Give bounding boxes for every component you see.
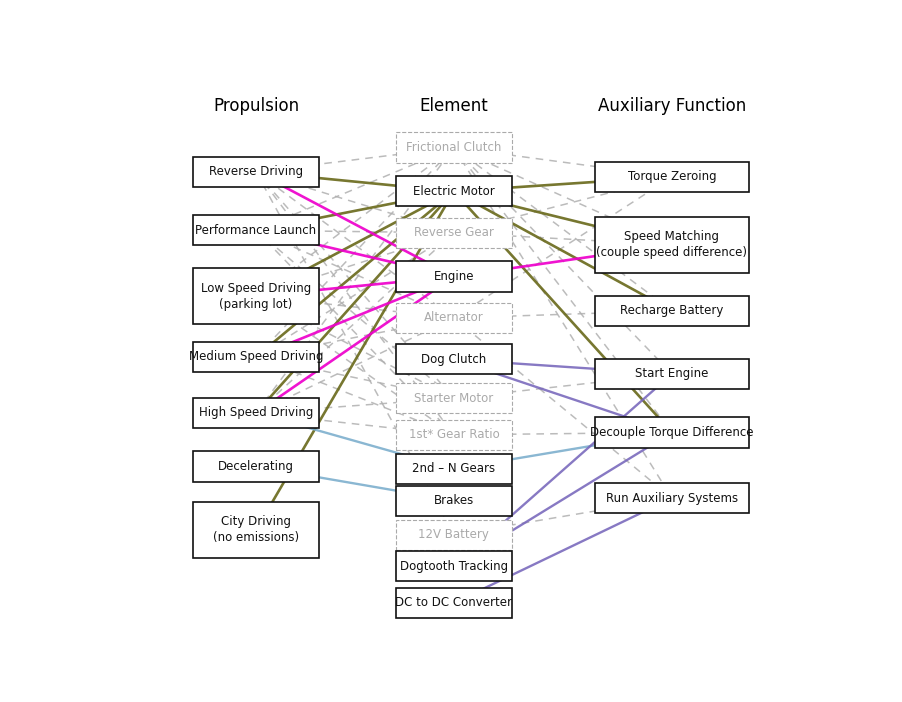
FancyBboxPatch shape <box>193 398 319 428</box>
Text: 12V Battery: 12V Battery <box>419 528 489 541</box>
FancyBboxPatch shape <box>396 420 511 450</box>
FancyBboxPatch shape <box>396 176 511 206</box>
Text: Speed Matching
(couple speed difference): Speed Matching (couple speed difference) <box>596 230 748 260</box>
Text: Low Speed Driving
(parking lot): Low Speed Driving (parking lot) <box>201 282 311 310</box>
FancyBboxPatch shape <box>396 588 511 618</box>
Text: Brakes: Brakes <box>434 494 474 507</box>
Text: Performance Launch: Performance Launch <box>196 224 317 237</box>
FancyBboxPatch shape <box>595 483 749 513</box>
FancyBboxPatch shape <box>396 218 511 248</box>
Text: DC to DC Converter: DC to DC Converter <box>395 597 512 609</box>
FancyBboxPatch shape <box>396 262 511 292</box>
Text: Electric Motor: Electric Motor <box>413 185 495 198</box>
Text: Dog Clutch: Dog Clutch <box>421 353 486 366</box>
Text: Element: Element <box>419 97 488 115</box>
FancyBboxPatch shape <box>595 359 749 389</box>
Text: Propulsion: Propulsion <box>213 97 299 115</box>
FancyBboxPatch shape <box>193 268 319 324</box>
FancyBboxPatch shape <box>193 342 319 372</box>
Text: Dogtooth Tracking: Dogtooth Tracking <box>400 559 508 573</box>
Text: Start Engine: Start Engine <box>635 367 709 380</box>
FancyBboxPatch shape <box>193 157 319 187</box>
Text: 2nd – N Gears: 2nd – N Gears <box>412 463 495 475</box>
FancyBboxPatch shape <box>595 417 749 447</box>
Text: Decouple Torque Difference: Decouple Torque Difference <box>590 426 754 439</box>
Text: Frictional Clutch: Frictional Clutch <box>406 141 502 154</box>
FancyBboxPatch shape <box>396 133 511 163</box>
Text: Torque Zeroing: Torque Zeroing <box>628 171 716 183</box>
FancyBboxPatch shape <box>193 502 319 557</box>
Text: Medium Speed Driving: Medium Speed Driving <box>189 350 323 364</box>
Text: Reverse Gear: Reverse Gear <box>414 226 493 239</box>
FancyBboxPatch shape <box>396 519 511 550</box>
FancyBboxPatch shape <box>396 454 511 484</box>
Text: 1st* Gear Ratio: 1st* Gear Ratio <box>409 428 500 442</box>
FancyBboxPatch shape <box>595 217 749 272</box>
FancyBboxPatch shape <box>396 344 511 374</box>
Text: Starter Motor: Starter Motor <box>414 392 493 405</box>
FancyBboxPatch shape <box>193 451 319 482</box>
Text: Engine: Engine <box>434 270 474 283</box>
Text: Recharge Battery: Recharge Battery <box>621 304 723 317</box>
Text: High Speed Driving: High Speed Driving <box>198 406 313 420</box>
FancyBboxPatch shape <box>595 161 749 192</box>
Text: Run Auxiliary Systems: Run Auxiliary Systems <box>606 491 738 505</box>
Text: City Driving
(no emissions): City Driving (no emissions) <box>213 515 299 544</box>
FancyBboxPatch shape <box>396 383 511 413</box>
FancyBboxPatch shape <box>396 551 511 581</box>
FancyBboxPatch shape <box>396 303 511 333</box>
Text: Decelerating: Decelerating <box>218 460 294 473</box>
Text: Auxiliary Function: Auxiliary Function <box>598 97 746 115</box>
Text: Alternator: Alternator <box>424 312 483 324</box>
FancyBboxPatch shape <box>396 486 511 516</box>
FancyBboxPatch shape <box>193 216 319 246</box>
FancyBboxPatch shape <box>595 296 749 326</box>
Text: Reverse Driving: Reverse Driving <box>209 166 303 178</box>
